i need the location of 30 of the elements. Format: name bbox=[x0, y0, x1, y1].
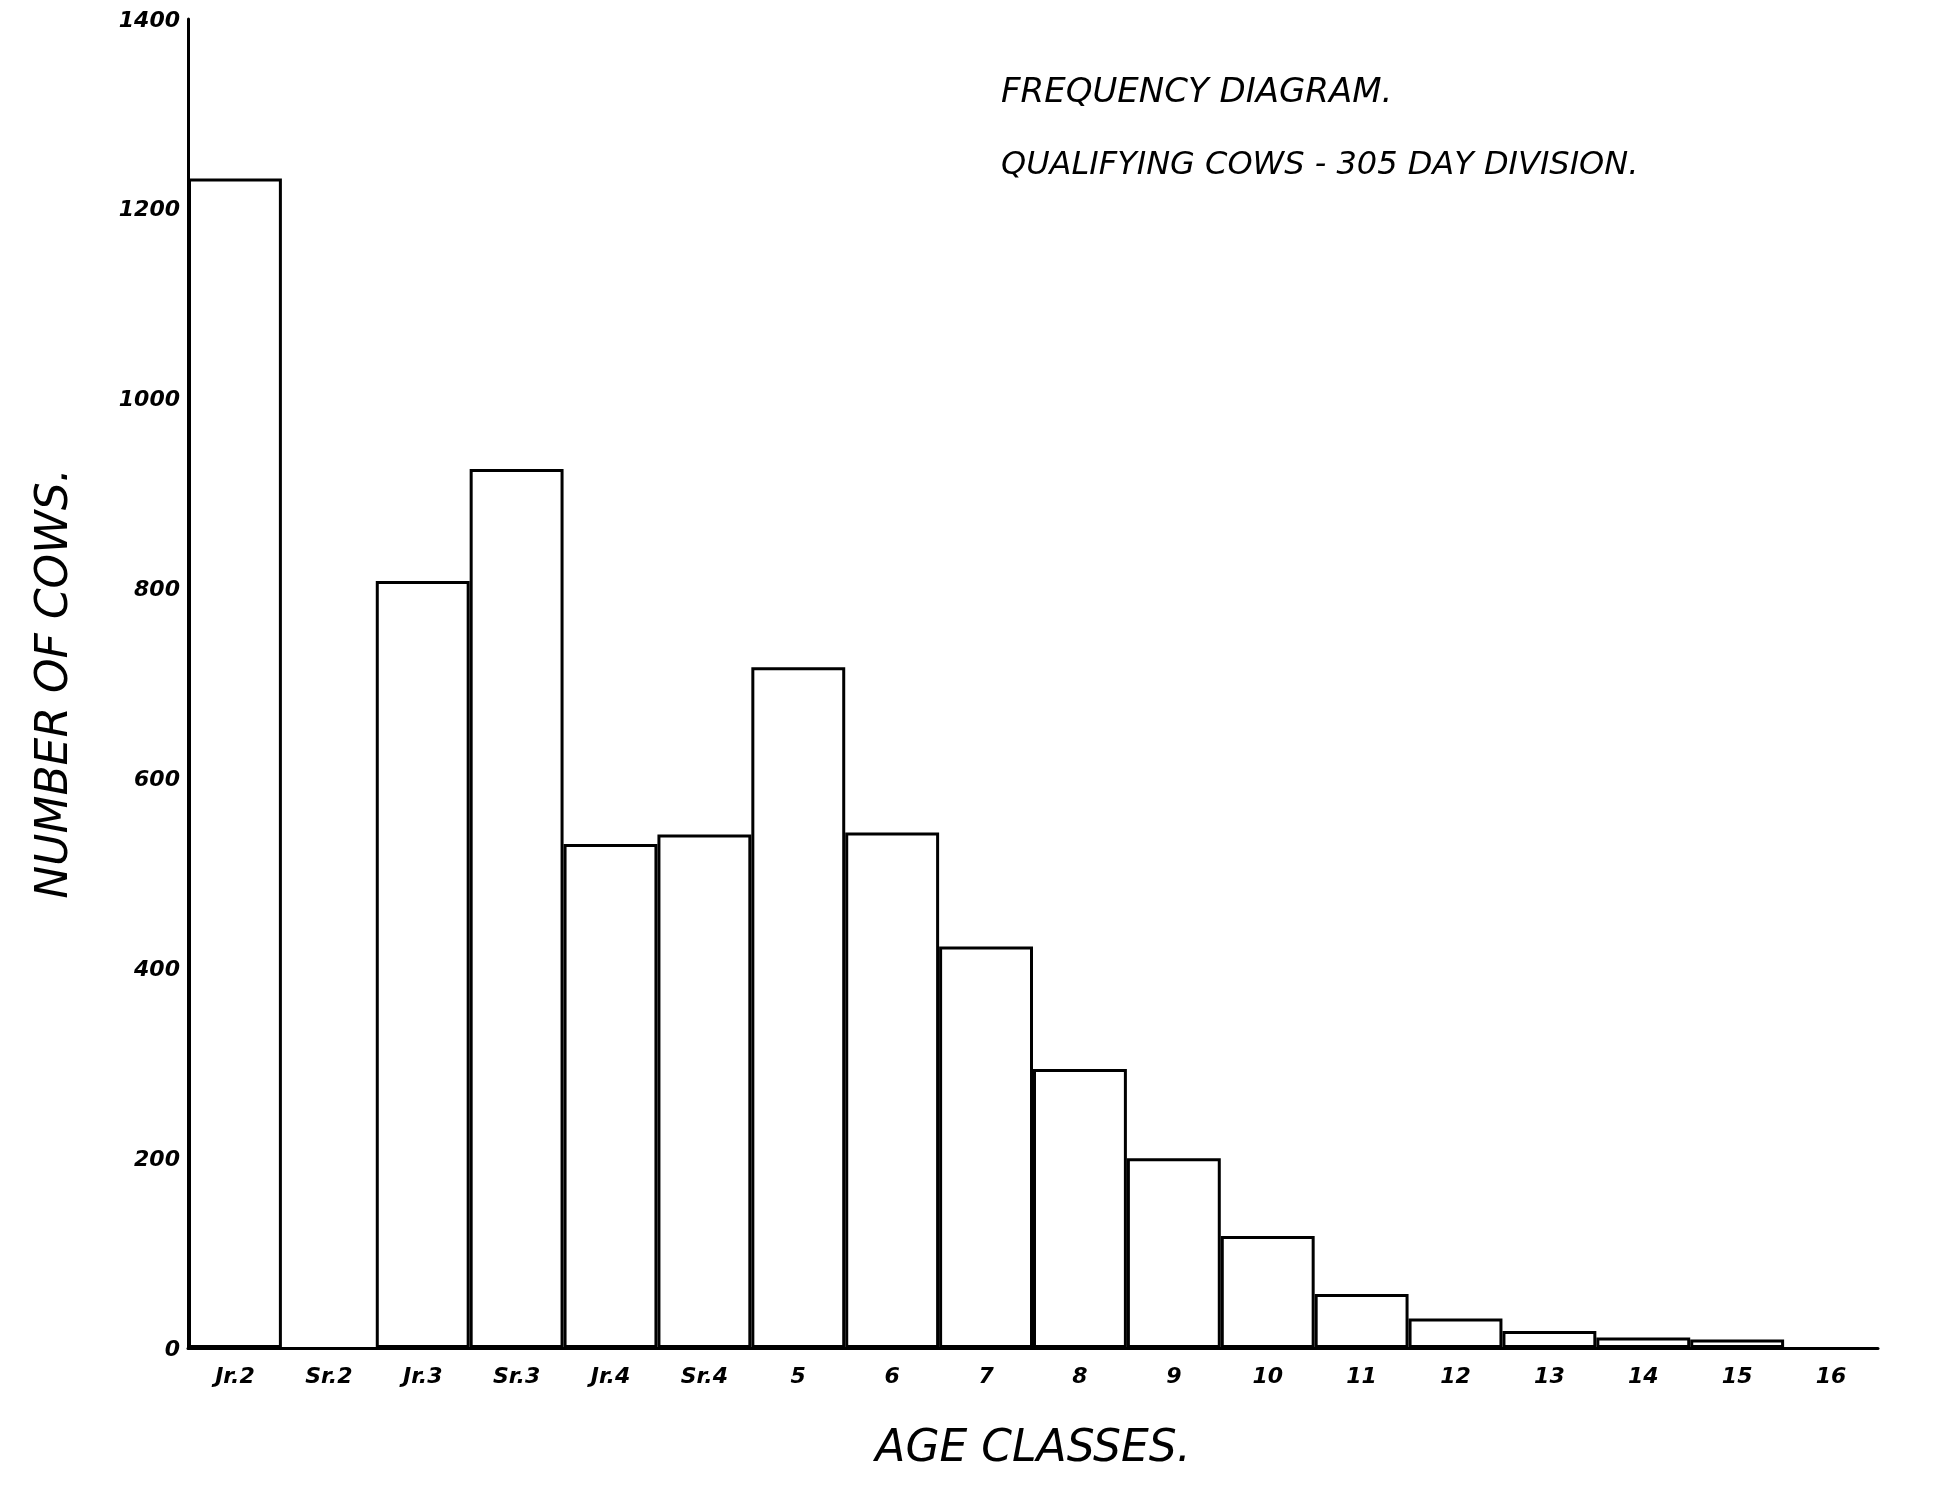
x-tick-label: 7 bbox=[978, 1362, 995, 1388]
x-tick-label: 9 bbox=[1166, 1362, 1182, 1388]
x-tick-label: 10 bbox=[1252, 1362, 1284, 1388]
x-tick-label: Sr.2 bbox=[305, 1362, 353, 1388]
text: FREQUENCY DIAGRAM. bbox=[1001, 70, 1393, 110]
x-tick-label: Jr.4 bbox=[586, 1362, 631, 1388]
x-tick-label: 5 bbox=[790, 1362, 806, 1388]
x-tick-label: Jr.3 bbox=[398, 1362, 443, 1388]
x-tick-label: Sr.4 bbox=[680, 1362, 729, 1388]
x-tick-label: 16 bbox=[1815, 1362, 1847, 1388]
y-tick-label: 800 bbox=[134, 576, 180, 602]
y-tick-label: 0 bbox=[164, 1335, 180, 1361]
text: QUALIFYING COWS - 305 DAY DIVISION. bbox=[1001, 144, 1639, 182]
x-tick-label: 6 bbox=[884, 1362, 900, 1388]
y-tick-label: 1000 bbox=[118, 386, 180, 412]
x-tick-label: 8 bbox=[1072, 1362, 1088, 1388]
y-axis-title: NUMBER OF COWS. bbox=[25, 468, 77, 899]
x-tick-label: Jr.2 bbox=[211, 1362, 255, 1388]
x-tick-label: Sr.3 bbox=[492, 1362, 541, 1388]
y-tick-label: 200 bbox=[134, 1145, 180, 1171]
x-tick-label: 13 bbox=[1534, 1362, 1565, 1388]
y-tick-label: 1200 bbox=[118, 196, 180, 222]
x-tick-label: 14 bbox=[1627, 1362, 1659, 1388]
x-tick-label: 11 bbox=[1346, 1362, 1377, 1388]
y-tick-label: 600 bbox=[134, 765, 180, 791]
x-tick-label: 15 bbox=[1721, 1362, 1753, 1388]
y-tick-label: 400 bbox=[133, 955, 180, 981]
x-axis-title: AGE CLASSES. bbox=[872, 1419, 1191, 1471]
x-tick-label: 12 bbox=[1440, 1362, 1471, 1388]
y-tick-label: 1400 bbox=[118, 6, 180, 32]
